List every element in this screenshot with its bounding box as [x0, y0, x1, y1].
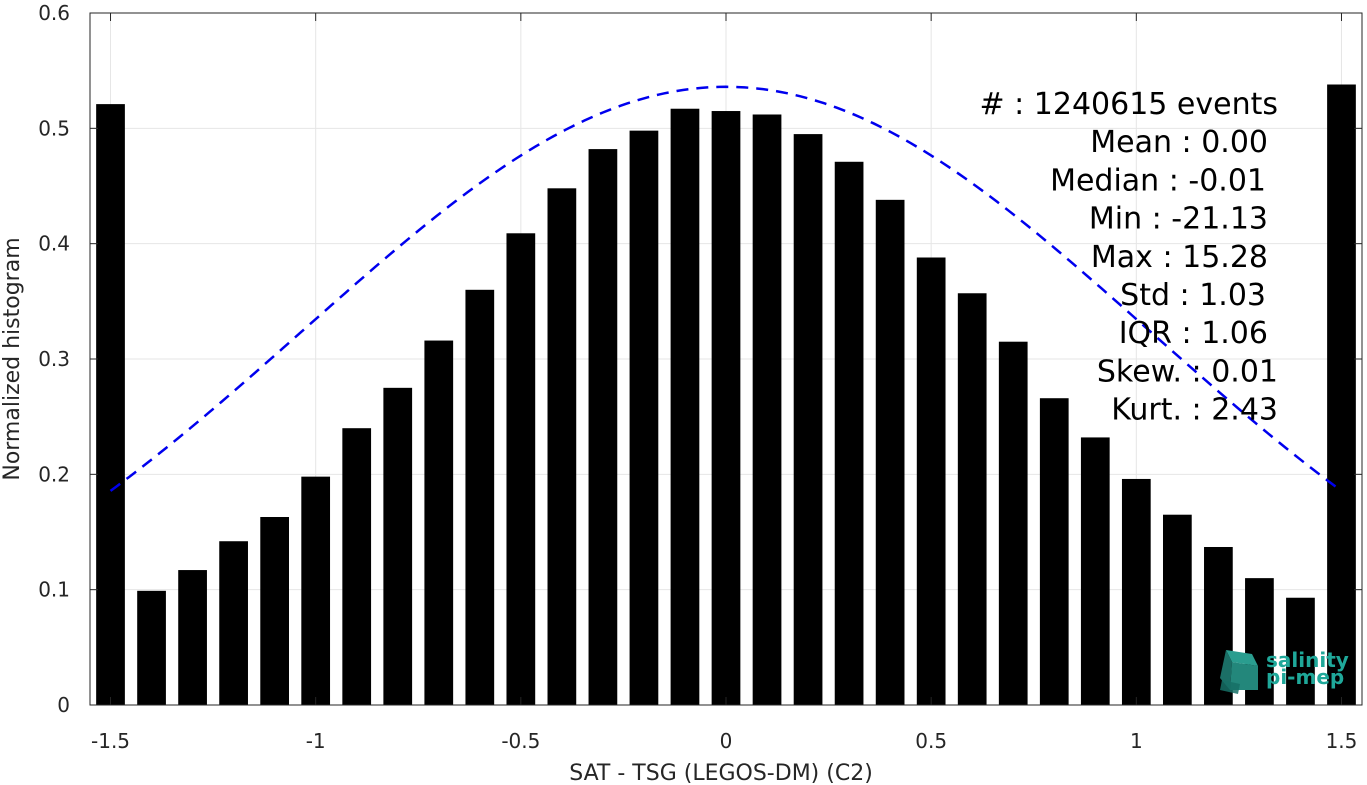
histogram-bar	[301, 476, 331, 705]
cube-icon	[1220, 650, 1258, 694]
y-tick-label: 0.3	[38, 347, 70, 371]
x-tick-label: 1	[1130, 729, 1143, 753]
histogram-bar	[506, 233, 536, 705]
stats-line: # : 1240615 events	[979, 87, 1278, 122]
histogram-bar	[588, 149, 618, 706]
stats-line: Min : -21.13	[1089, 202, 1268, 237]
stats-line: Kurt. : 2.43	[1111, 393, 1278, 428]
y-tick-label: 0.5	[38, 116, 70, 140]
x-tick-label: 0.5	[915, 729, 947, 753]
y-tick-label: 0.4	[38, 232, 70, 256]
stats-line: Std : 1.03	[1120, 278, 1266, 313]
x-tick-label: 0	[720, 729, 733, 753]
stats-line: IQR : 1.06	[1119, 316, 1268, 351]
histogram-bar	[1162, 514, 1192, 705]
histogram-bar	[1039, 398, 1069, 705]
x-tick-label: -0.5	[501, 729, 540, 753]
histogram-bar	[1080, 437, 1110, 705]
y-tick-label: 0	[57, 693, 70, 717]
histogram-bar	[547, 188, 577, 706]
y-tick-label: 0.6	[38, 1, 70, 25]
histogram-bar	[875, 199, 905, 705]
salinity-pi-mep-logo: salinity pi-mep	[1220, 648, 1349, 694]
stats-line: Skew. : 0.01	[1097, 354, 1278, 389]
histogram-bar	[96, 104, 125, 705]
logo-line1: salinity	[1266, 648, 1349, 672]
histogram-bar	[629, 130, 659, 705]
histogram-bar	[342, 428, 372, 705]
x-tick-label: -1.5	[91, 729, 130, 753]
histogram-bar	[1327, 84, 1356, 706]
histogram-bar	[137, 590, 166, 705]
x-axis-ticks: -1.5 -1 -0.5 0 0.5 1 1.5	[91, 13, 1357, 753]
stats-line: Mean : 0.00	[1090, 125, 1268, 160]
histogram-bar	[383, 387, 413, 705]
gaussian-fit-curve	[109, 85, 1343, 492]
histogram-bar	[752, 114, 782, 705]
x-axis-label: SAT - TSG (LEGOS-DM) (C2)	[569, 761, 873, 785]
histogram-bar	[793, 134, 823, 706]
stats-line: Max : 15.28	[1091, 240, 1268, 275]
y-axis-ticks: 0 0.1 0.2 0.3 0.4 0.5 0.6	[38, 1, 1362, 717]
histogram-bar	[711, 111, 741, 706]
histogram-bar	[465, 289, 495, 705]
histogram-bar	[957, 293, 987, 705]
histogram-bar	[670, 108, 700, 705]
histogram-bar	[424, 340, 454, 705]
x-tick-label: 1.5	[1326, 729, 1358, 753]
histogram-bar	[260, 517, 290, 705]
x-tick-label: -1	[306, 729, 326, 753]
histogram-bar	[1121, 478, 1151, 705]
histogram-bar	[178, 570, 207, 705]
histogram-bar	[219, 541, 248, 705]
y-tick-label: 0.2	[38, 462, 70, 486]
bars-group	[96, 84, 1356, 706]
y-axis-label: Normalized histogram	[0, 237, 25, 480]
logo-line2: pi-mep	[1266, 665, 1344, 689]
histogram-bar	[1286, 597, 1315, 705]
y-tick-label: 0.1	[38, 578, 70, 602]
histogram-bar	[916, 257, 946, 705]
histogram-bar	[998, 341, 1028, 705]
histogram-bar	[834, 161, 864, 705]
stats-line: Median : -0.01	[1050, 163, 1266, 198]
